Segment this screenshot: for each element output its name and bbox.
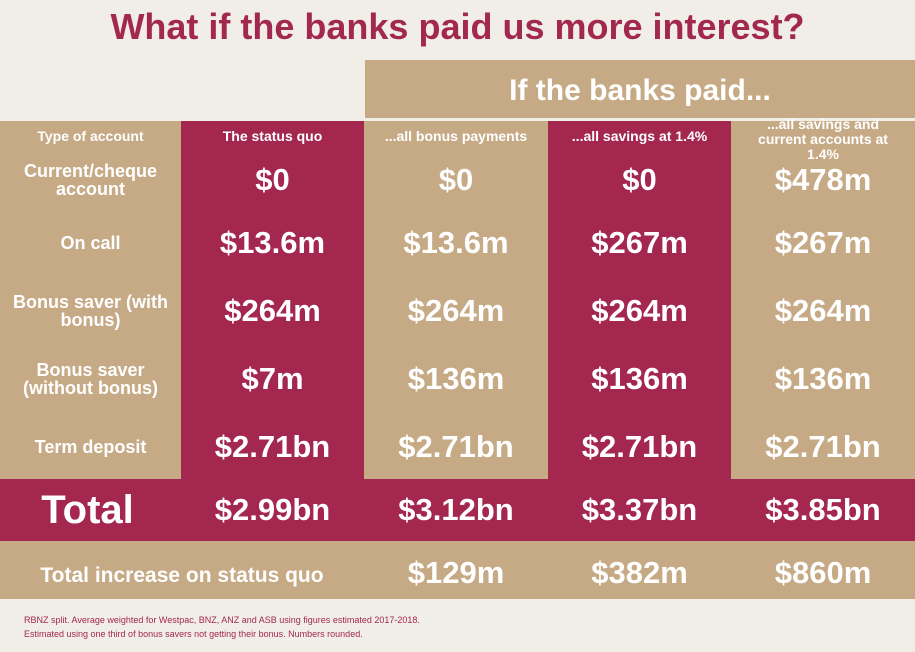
row-label-bonus-with: Bonus saver (with bonus) [12,292,169,330]
increase-value: $860m [774,555,872,590]
total-band [0,479,915,541]
table-cell: $0 [438,162,474,197]
table-cell: $136m [407,361,505,396]
table-cell: $7m [241,361,304,396]
table-cell: $264m [591,293,688,328]
table-cell: $0 [255,162,290,197]
table-cell: $478m [774,162,872,197]
row-label-bonus-without: Bonus saver (without bonus) [23,360,158,398]
row-label-on-call: On call [60,233,121,253]
total-value: $3.85bn [765,492,881,527]
status-quo-column-bg [181,121,364,479]
total-value: $3.12bn [398,492,514,527]
savings-1-4-column-bg [548,121,731,479]
increase-value: $129m [407,555,505,590]
increase-value: $382m [591,555,688,590]
table-cell: $2.71bn [214,429,331,464]
row-label-current-cheque: Current/cheque account [23,161,158,199]
column-header-status-quo: The status quo [222,127,323,144]
table-cell: $2.71bn [581,429,698,464]
total-value: $2.99bn [214,492,331,527]
column-header-bonus: ...all bonus payments [384,127,528,144]
footnote-method: Estimated using one third of bonus saver… [24,629,363,639]
total-label: Total [41,487,134,532]
table-cell: $264m [407,293,505,328]
total-value: $3.37bn [581,492,698,527]
table-cell: $267m [591,225,688,260]
page-title: What if the banks paid us more interest? [110,6,805,47]
table-cell: $264m [224,293,321,328]
table-cell: $2.71bn [398,429,514,464]
table-cell: $267m [774,225,872,260]
banner-heading: If the banks paid... [365,60,915,118]
row-label-term-deposit: Term deposit [34,437,147,457]
table-cell: $0 [622,162,657,197]
table-cell: $2.71bn [765,429,881,464]
table-cell: $264m [774,293,872,328]
increase-label: Total increase on status quo [40,564,324,587]
table-cell: $13.6m [403,225,509,260]
column-header-savings: ...all savings at 1.4% [571,127,708,144]
footnote-source: RBNZ split. Average weighted for Westpac… [24,615,420,625]
table-cell: $13.6m [219,225,326,260]
table-cell: $136m [774,361,872,396]
column-header-type: Type of account [37,127,144,144]
table-cell: $136m [591,361,688,396]
